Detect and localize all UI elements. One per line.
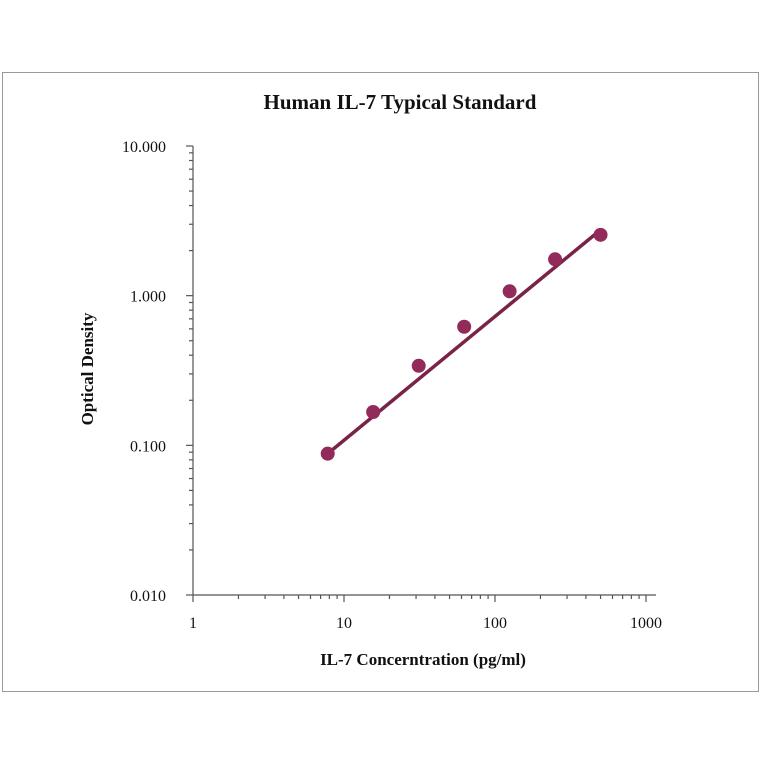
y-tick-label: 10.000: [122, 139, 166, 156]
data-point: [593, 227, 608, 242]
data-point: [548, 252, 563, 267]
axes: 1 10 100 1000 0.010 0.100 1.000 10.000: [122, 139, 662, 632]
x-tick-label: 1000: [630, 615, 662, 632]
y-tick-label: 0.100: [130, 438, 166, 455]
data-point: [366, 405, 381, 420]
data-point: [320, 446, 335, 461]
y-tick-label: 0.010: [130, 588, 166, 605]
x-axis-label: IL-7 Concerntration (pg/ml): [320, 650, 526, 669]
x-tick-label: 1: [189, 615, 197, 632]
x-tick-label: 10: [336, 615, 352, 632]
y-tick-label: 1.000: [130, 289, 166, 306]
data-point: [457, 319, 472, 334]
y-axis-label: Optical Density: [78, 312, 97, 425]
data-point: [411, 358, 426, 373]
chart-title: Human IL-7 Typical Standard: [264, 90, 537, 114]
chart-svg: Human IL-7 Typical Standard 1 10 100 1000 0.…: [78, 90, 662, 669]
chart-frame: Human IL-7 Typical Standard 1 10 100 1000 0.…: [2, 72, 759, 692]
x-tick-label: 100: [483, 615, 507, 632]
data-point: [502, 284, 517, 299]
data-points: [320, 227, 608, 461]
